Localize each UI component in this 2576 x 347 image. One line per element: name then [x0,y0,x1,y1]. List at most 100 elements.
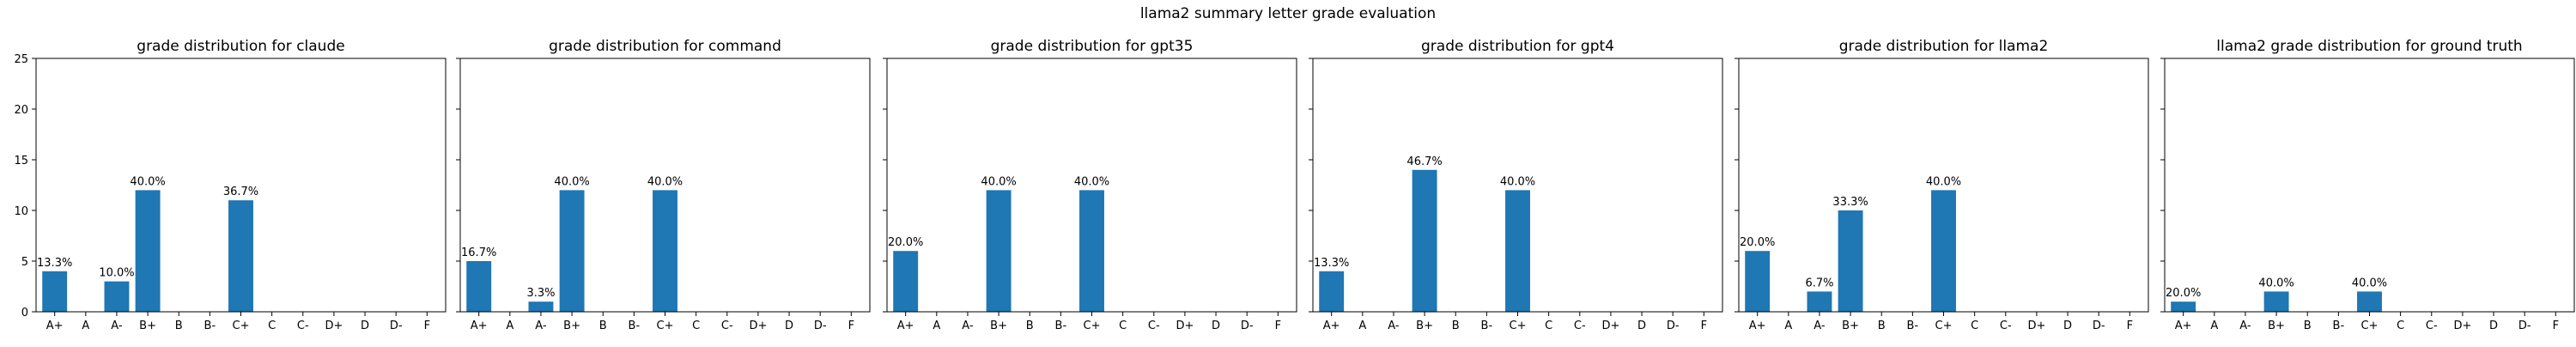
bar-A+ [42,271,68,312]
bar-C+ [2357,291,2382,312]
x-tick-label: F [848,320,854,332]
chart-title: grade distribution for claude [137,38,344,55]
x-tick-label: C+ [2361,320,2379,332]
x-tick-label: F [424,320,430,332]
data-label: 20.0% [1740,236,1775,249]
x-tick-label: A- [2239,320,2251,332]
x-tick-label: A [506,320,513,332]
plot-frame [2164,58,2575,313]
x-tick-label: C+ [233,320,250,332]
data-label: 20.0% [2166,287,2201,300]
data-label: 36.7% [223,186,258,198]
data-label: 40.0% [2258,277,2293,289]
chart-panel-6: llama2 grade distribution for ground tru… [2160,38,2575,332]
x-tick-label: F [1275,320,1281,332]
x-tick-label: C+ [1510,320,1527,332]
x-tick-label: A [82,320,89,332]
x-tick-label: D [785,320,793,332]
x-tick-label: D [1637,320,1646,332]
data-label: 40.0% [1500,175,1535,188]
bar-B+ [1838,210,1863,312]
x-tick-label: F [2553,320,2559,332]
bar-B+ [1412,169,1437,312]
x-tick-label: A- [962,320,974,332]
x-tick-label: C- [2426,320,2438,332]
x-tick-label: C- [1148,320,1160,332]
x-tick-label: B+ [2268,320,2285,332]
x-tick-label: C- [297,320,309,332]
x-tick-label: C [692,320,700,332]
plot-frame [1738,58,2149,313]
x-tick-label: B+ [990,320,1007,332]
x-tick-label: B+ [1842,320,1859,332]
data-label: 13.3% [1314,257,1349,270]
data-label: 40.0% [130,175,165,188]
x-tick-label: B [1878,320,1886,332]
x-tick-label: C+ [1084,320,1101,332]
x-tick-label: A [1784,320,1792,332]
bar-C+ [1931,190,1956,312]
bar-A- [528,301,554,312]
x-tick-label: D+ [1176,320,1194,332]
bar-B+ [559,190,585,312]
figure-suptitle: llama2 summary letter grade evaluation [1140,5,1436,22]
bar-A+ [893,251,919,312]
x-tick-label: A [1358,320,1366,332]
x-tick-label: D+ [2027,320,2045,332]
plot-frame [35,58,447,313]
bar-C+ [1505,190,1530,312]
plot-frame [1312,58,1723,313]
bar-A+ [1319,271,1345,312]
chart-panel-4: grade distribution for gpt4 A+ 13.3% A A- B+ 4… [1309,38,1723,332]
bar-A+ [1745,251,1771,312]
plot-frame [886,58,1297,313]
x-tick-label: B+ [139,320,156,332]
bar-C+ [1079,190,1104,312]
x-tick-label: A- [1388,320,1400,332]
x-tick-label: B- [1907,320,1919,332]
data-label: 40.0% [981,175,1016,188]
x-tick-label: C+ [657,320,674,332]
x-tick-label: D- [390,320,403,332]
y-tick-label: 25 [14,53,28,66]
chart-panels: grade distribution for claude A+ 13.3% A A- 1… [14,38,2575,332]
bar-B+ [135,190,161,312]
x-tick-label: A+ [1749,320,1766,332]
bar-B+ [986,190,1012,312]
x-tick-label: A+ [2175,320,2192,332]
x-tick-label: B [1452,320,1460,332]
x-tick-label: F [2127,320,2133,332]
x-tick-label: C [268,320,276,332]
x-tick-label: A [933,320,940,332]
x-tick-label: B- [1055,320,1067,332]
x-tick-label: B+ [563,320,580,332]
chart-panel-2: grade distribution for command A+ 16.7% A A-… [456,38,871,332]
bar-B+ [2263,291,2289,312]
bar-A- [104,281,130,312]
data-label: 16.7% [461,247,496,259]
x-tick-label: D- [2093,320,2105,332]
x-tick-label: D [1212,320,1220,332]
x-tick-label: D- [1667,320,1680,332]
data-label: 46.7% [1406,155,1442,168]
y-tick-label: 15 [14,155,28,167]
x-tick-label: B [175,320,183,332]
x-tick-label: B- [204,320,216,332]
chart-title: llama2 grade distribution for ground tru… [2216,38,2522,55]
data-label: 33.3% [1832,196,1868,209]
x-tick-label: D- [1241,320,1254,332]
chart-title: grade distribution for command [549,38,781,55]
x-tick-label: C [1119,320,1127,332]
x-tick-label: D+ [325,320,343,332]
x-tick-label: B- [1481,320,1493,332]
chart-title: grade distribution for gpt4 [1421,38,1614,55]
x-tick-label: D+ [749,320,767,332]
x-tick-label: A+ [471,320,488,332]
x-tick-label: C [1971,320,1978,332]
chart-panel-1: grade distribution for claude A+ 13.3% A A- 1… [14,38,447,332]
data-label: 40.0% [1926,175,1961,188]
y-tick-label: 0 [21,307,28,320]
y-tick-label: 5 [21,256,28,269]
x-tick-label: D [361,320,369,332]
